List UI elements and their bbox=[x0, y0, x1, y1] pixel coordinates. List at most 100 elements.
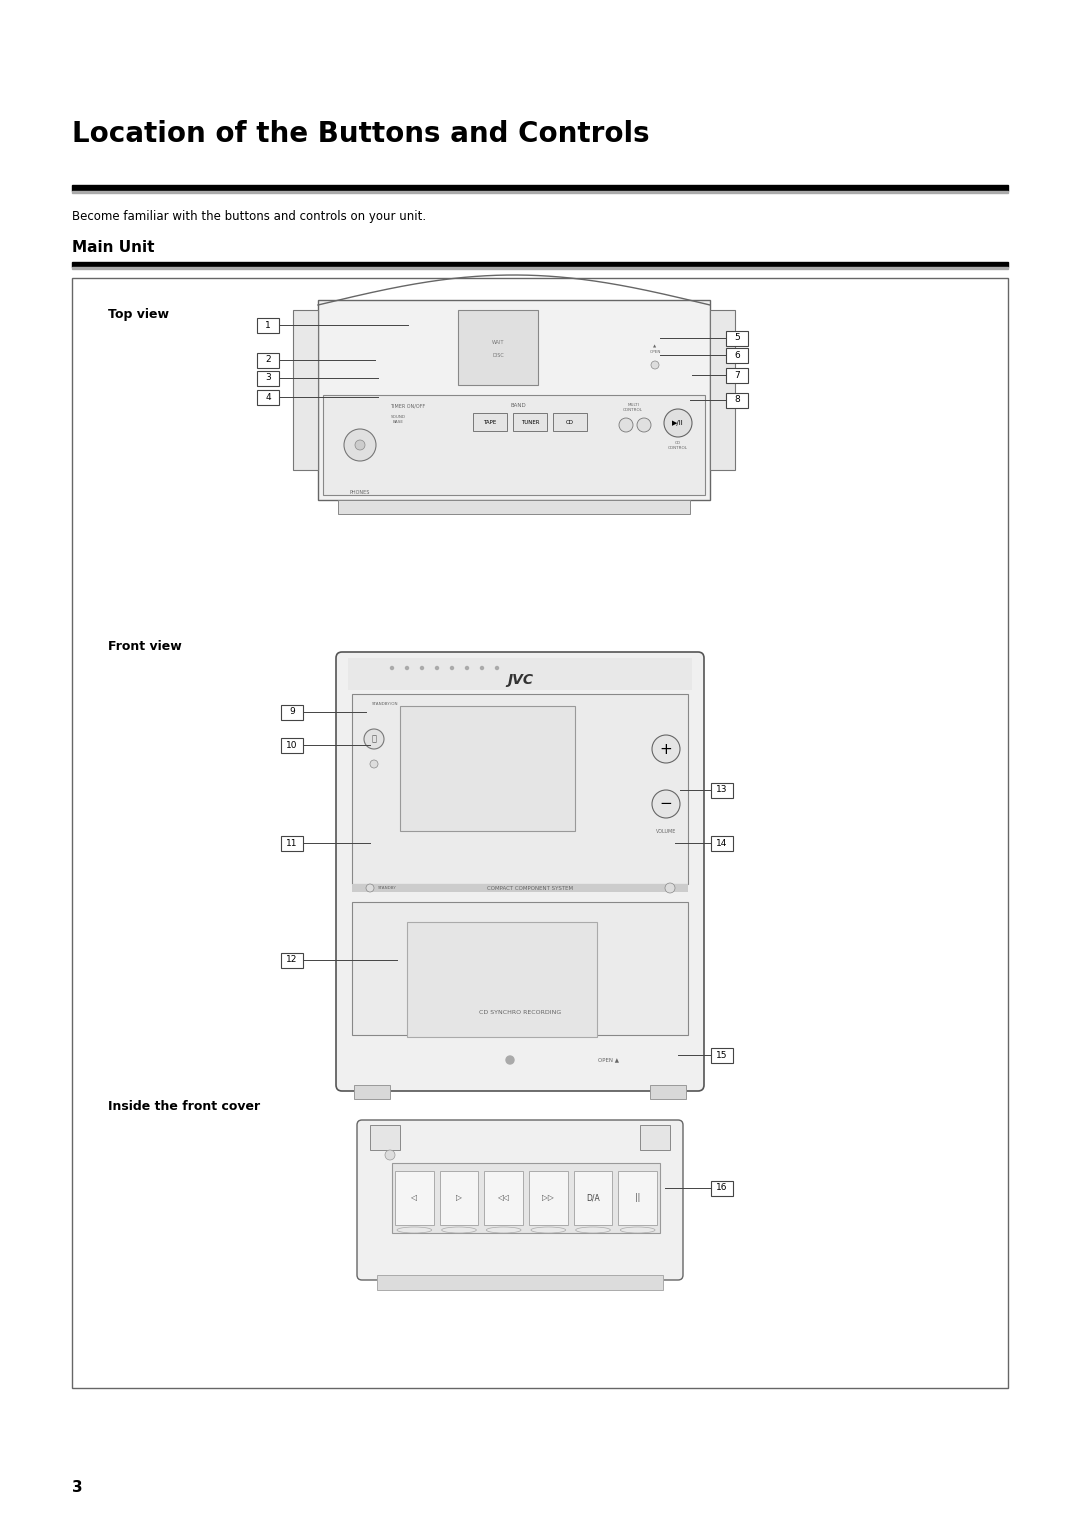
Circle shape bbox=[651, 361, 659, 368]
Bar bbox=[354, 1085, 390, 1099]
Bar bbox=[257, 318, 279, 333]
Text: 3: 3 bbox=[265, 373, 271, 382]
Text: +: + bbox=[660, 741, 673, 756]
Text: TIMER ON/OFF: TIMER ON/OFF bbox=[391, 403, 426, 408]
Text: CD
CONTROL: CD CONTROL bbox=[669, 442, 688, 449]
Text: −: − bbox=[660, 796, 673, 811]
Circle shape bbox=[405, 666, 408, 669]
Circle shape bbox=[366, 885, 374, 892]
Text: VOLUME: VOLUME bbox=[656, 830, 676, 834]
Ellipse shape bbox=[531, 1227, 566, 1233]
Circle shape bbox=[507, 1056, 514, 1063]
Text: MULTI
CONTROL: MULTI CONTROL bbox=[623, 403, 643, 411]
Ellipse shape bbox=[442, 1227, 476, 1233]
Circle shape bbox=[420, 666, 423, 669]
Circle shape bbox=[364, 729, 384, 749]
Text: 13: 13 bbox=[716, 785, 728, 795]
Text: BAND: BAND bbox=[510, 403, 526, 408]
Circle shape bbox=[384, 1151, 395, 1160]
Bar bbox=[484, 1170, 523, 1225]
Text: ▷▷: ▷▷ bbox=[542, 1193, 554, 1203]
Bar bbox=[619, 1170, 657, 1225]
Bar bbox=[711, 836, 733, 851]
Text: ▲
OPEN: ▲ OPEN bbox=[649, 345, 661, 353]
Text: 9: 9 bbox=[289, 707, 295, 717]
Text: 2: 2 bbox=[266, 356, 271, 365]
Bar bbox=[281, 952, 303, 967]
FancyBboxPatch shape bbox=[336, 652, 704, 1091]
Bar bbox=[352, 885, 688, 892]
Text: Top view: Top view bbox=[108, 309, 168, 321]
Bar bbox=[338, 500, 690, 513]
Bar bbox=[726, 347, 748, 362]
Text: 1: 1 bbox=[265, 321, 271, 330]
Bar bbox=[72, 267, 1008, 269]
Text: OPEN ▲: OPEN ▲ bbox=[597, 1057, 619, 1062]
Text: Main Unit: Main Unit bbox=[72, 240, 154, 255]
Circle shape bbox=[355, 440, 365, 451]
Bar bbox=[281, 836, 303, 851]
Text: ⏻: ⏻ bbox=[372, 735, 377, 744]
Text: STANDBY: STANDBY bbox=[378, 886, 396, 889]
Bar bbox=[72, 261, 1008, 267]
Bar bbox=[323, 396, 705, 495]
Text: ▶/II: ▶/II bbox=[672, 420, 684, 426]
Text: DISC: DISC bbox=[492, 353, 504, 358]
Bar bbox=[281, 738, 303, 752]
Text: 3: 3 bbox=[72, 1481, 83, 1494]
Circle shape bbox=[496, 666, 499, 669]
Bar bbox=[440, 1170, 478, 1225]
Bar bbox=[400, 706, 575, 831]
Bar bbox=[710, 310, 735, 471]
Ellipse shape bbox=[576, 1227, 610, 1233]
FancyBboxPatch shape bbox=[357, 1120, 683, 1280]
Bar bbox=[407, 921, 597, 1038]
Bar bbox=[257, 353, 279, 368]
Circle shape bbox=[481, 666, 484, 669]
Circle shape bbox=[370, 759, 378, 769]
Text: STANDBY/ON: STANDBY/ON bbox=[372, 701, 399, 706]
Bar bbox=[573, 1170, 612, 1225]
Bar bbox=[529, 1170, 568, 1225]
Circle shape bbox=[435, 666, 438, 669]
Text: Front view: Front view bbox=[108, 640, 181, 652]
Text: 10: 10 bbox=[286, 741, 298, 750]
Bar bbox=[72, 191, 1008, 193]
Text: Inside the front cover: Inside the front cover bbox=[108, 1100, 260, 1112]
Bar bbox=[392, 1163, 660, 1233]
Text: 4: 4 bbox=[266, 393, 271, 402]
Bar bbox=[711, 1181, 733, 1195]
Bar bbox=[458, 310, 538, 385]
Text: TAPE: TAPE bbox=[484, 420, 497, 425]
Bar bbox=[352, 694, 688, 885]
Bar bbox=[726, 393, 748, 408]
Bar bbox=[352, 902, 688, 1034]
Bar bbox=[318, 299, 710, 500]
Bar bbox=[513, 413, 546, 431]
Text: 16: 16 bbox=[716, 1184, 728, 1192]
Text: JVC: JVC bbox=[507, 672, 534, 688]
Circle shape bbox=[391, 666, 393, 669]
Bar bbox=[257, 370, 279, 385]
Bar bbox=[711, 1048, 733, 1062]
Text: ||: || bbox=[635, 1193, 640, 1203]
Text: SOUND
BASE: SOUND BASE bbox=[391, 416, 405, 423]
Circle shape bbox=[664, 410, 692, 437]
Circle shape bbox=[345, 429, 376, 461]
Bar bbox=[726, 368, 748, 382]
Bar bbox=[473, 413, 507, 431]
Text: 14: 14 bbox=[716, 839, 728, 848]
Text: WAIT: WAIT bbox=[491, 341, 504, 345]
Text: ◁◁: ◁◁ bbox=[498, 1193, 510, 1203]
Ellipse shape bbox=[486, 1227, 521, 1233]
Circle shape bbox=[465, 666, 469, 669]
Circle shape bbox=[619, 419, 633, 432]
Bar bbox=[370, 1125, 400, 1151]
Text: CD SYNCHRO RECORDING: CD SYNCHRO RECORDING bbox=[478, 1010, 562, 1016]
Text: Location of the Buttons and Controls: Location of the Buttons and Controls bbox=[72, 121, 650, 148]
Circle shape bbox=[652, 790, 680, 817]
Text: PHONES: PHONES bbox=[350, 490, 370, 495]
Circle shape bbox=[652, 735, 680, 762]
Bar bbox=[640, 1125, 670, 1151]
Ellipse shape bbox=[620, 1227, 654, 1233]
